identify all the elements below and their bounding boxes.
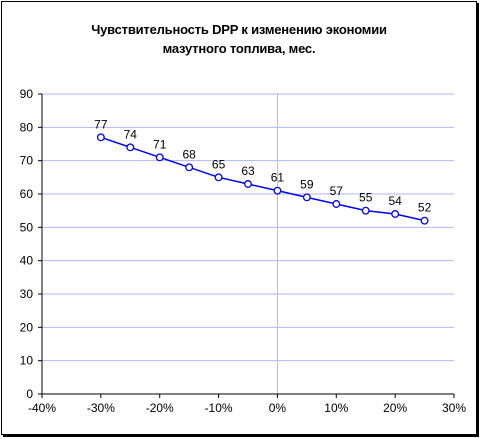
data-label: 54 xyxy=(388,194,402,208)
data-label: 68 xyxy=(182,147,196,161)
data-label: 63 xyxy=(241,164,255,178)
y-tick-label: 70 xyxy=(20,154,34,168)
y-tick-label: 30 xyxy=(20,287,34,301)
data-point xyxy=(302,193,311,202)
series-line xyxy=(100,136,425,222)
x-tick-label: -30% xyxy=(87,401,115,415)
y-tick-label: 10 xyxy=(20,354,34,368)
data-point xyxy=(361,206,370,215)
data-label: 65 xyxy=(212,157,226,171)
data-point xyxy=(332,200,341,208)
data-label: 55 xyxy=(359,191,373,205)
x-tick-label: 20% xyxy=(383,401,407,415)
y-tick-label: 20 xyxy=(20,320,34,334)
x-tick-label: -10% xyxy=(205,401,233,415)
data-point xyxy=(185,163,194,172)
chart-title-line-1: Чувствительность DPP к изменению экономи… xyxy=(91,22,387,37)
x-tick-label: -20% xyxy=(146,401,174,415)
data-point xyxy=(273,186,282,195)
data-point xyxy=(126,143,135,152)
x-tick-label: 10% xyxy=(324,401,348,415)
data-point xyxy=(155,153,164,162)
data-label: 57 xyxy=(330,184,344,198)
data-label: 71 xyxy=(153,137,167,151)
y-tick-label: 40 xyxy=(20,254,34,268)
chart-title: Чувствительность DPP к изменению экономи… xyxy=(2,20,476,58)
data-point xyxy=(244,180,252,188)
x-tick-label: -40% xyxy=(28,401,56,415)
data-point xyxy=(214,173,223,182)
y-tick-label: 90 xyxy=(20,87,34,101)
data-point xyxy=(391,210,400,218)
data-label: 59 xyxy=(300,177,314,191)
data-label: 52 xyxy=(418,201,432,215)
data-point xyxy=(420,216,429,225)
chart-title-line-2: мазутного топлива, мес. xyxy=(162,41,316,56)
data-point xyxy=(96,133,105,142)
y-tick-label: 60 xyxy=(20,187,34,201)
x-tick-label: 0% xyxy=(269,401,287,415)
y-tick-label: 80 xyxy=(20,120,34,134)
data-label: 74 xyxy=(124,127,138,141)
x-tick-label: 30% xyxy=(442,401,466,415)
data-label: 61 xyxy=(271,171,285,185)
y-tick-label: 0 xyxy=(26,387,33,401)
y-tick-label: 50 xyxy=(20,220,34,234)
data-label: 77 xyxy=(94,117,108,131)
